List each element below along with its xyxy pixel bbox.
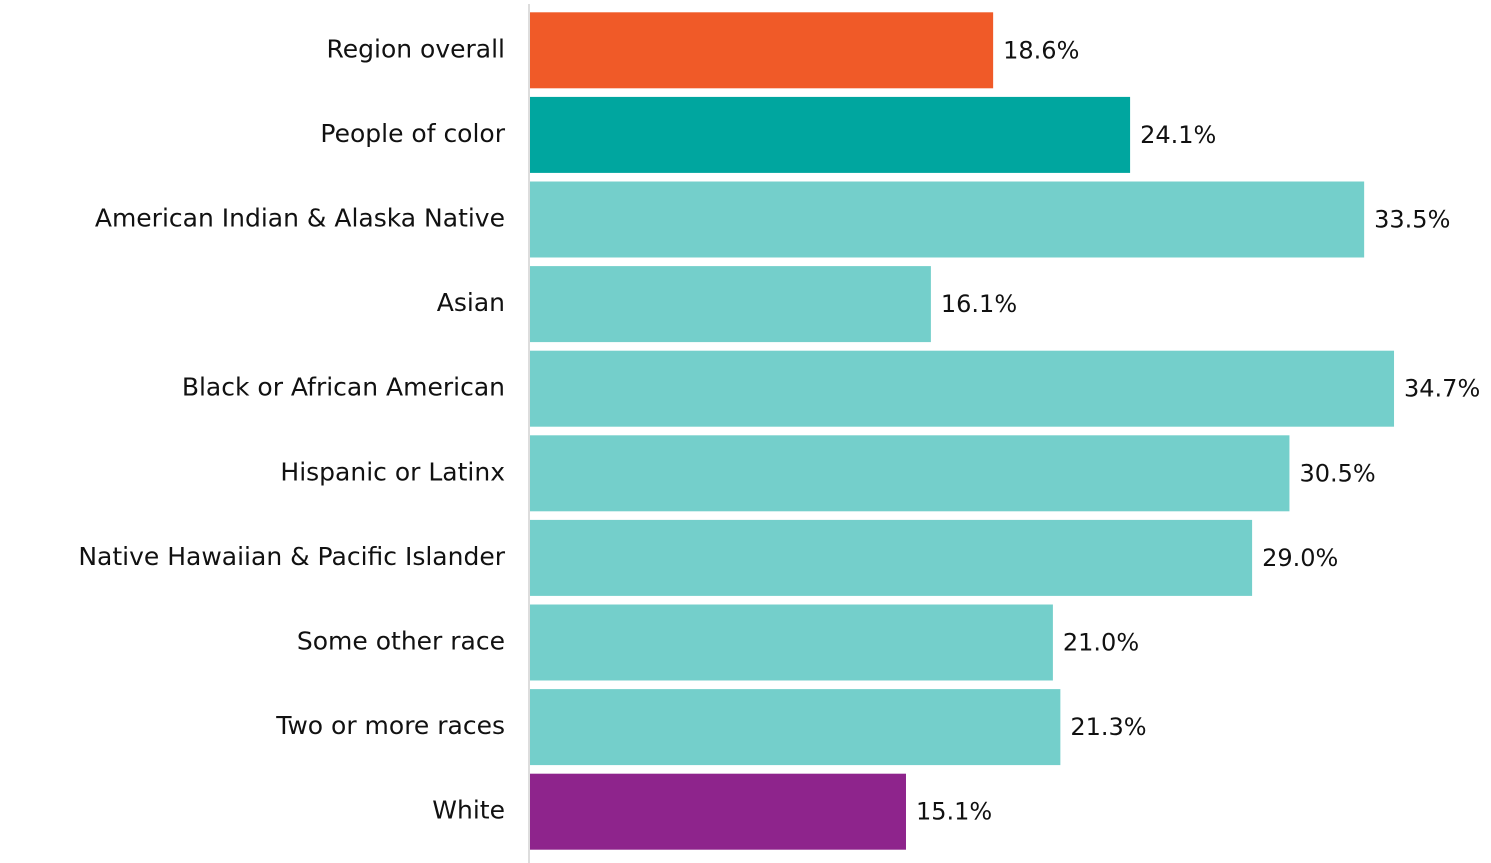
category-label: Native Hawaiian & Pacific Islander [78, 542, 505, 571]
bar [530, 266, 931, 343]
value-label: 16.1% [941, 290, 1017, 318]
bar [530, 96, 1131, 173]
bar [530, 604, 1053, 681]
bar [530, 12, 994, 89]
category-label: Two or more races [275, 711, 505, 740]
category-label: Hispanic or Latinx [280, 457, 505, 486]
category-label: Some other race [297, 627, 505, 656]
value-label: 15.1% [916, 798, 992, 826]
category-label: Black or African American [182, 373, 505, 402]
value-label: 21.0% [1063, 629, 1139, 657]
bar [530, 689, 1061, 766]
value-label: 33.5% [1374, 206, 1450, 234]
value-label: 34.7% [1404, 375, 1480, 403]
value-label: 29.0% [1262, 544, 1338, 572]
bar [530, 773, 906, 850]
bar [530, 519, 1253, 596]
value-label: 30.5% [1299, 459, 1375, 487]
value-label: 21.3% [1070, 713, 1146, 741]
value-label: 24.1% [1140, 121, 1216, 149]
category-label: Region overall [327, 34, 506, 63]
value-label: 18.6% [1003, 36, 1079, 64]
category-label: People of color [320, 119, 505, 148]
category-label: American Indian & Alaska Native [95, 204, 505, 233]
category-label: Asian [437, 288, 505, 317]
bar [530, 181, 1365, 258]
bar [530, 435, 1290, 512]
category-label: White [432, 796, 505, 825]
bar [530, 350, 1395, 427]
